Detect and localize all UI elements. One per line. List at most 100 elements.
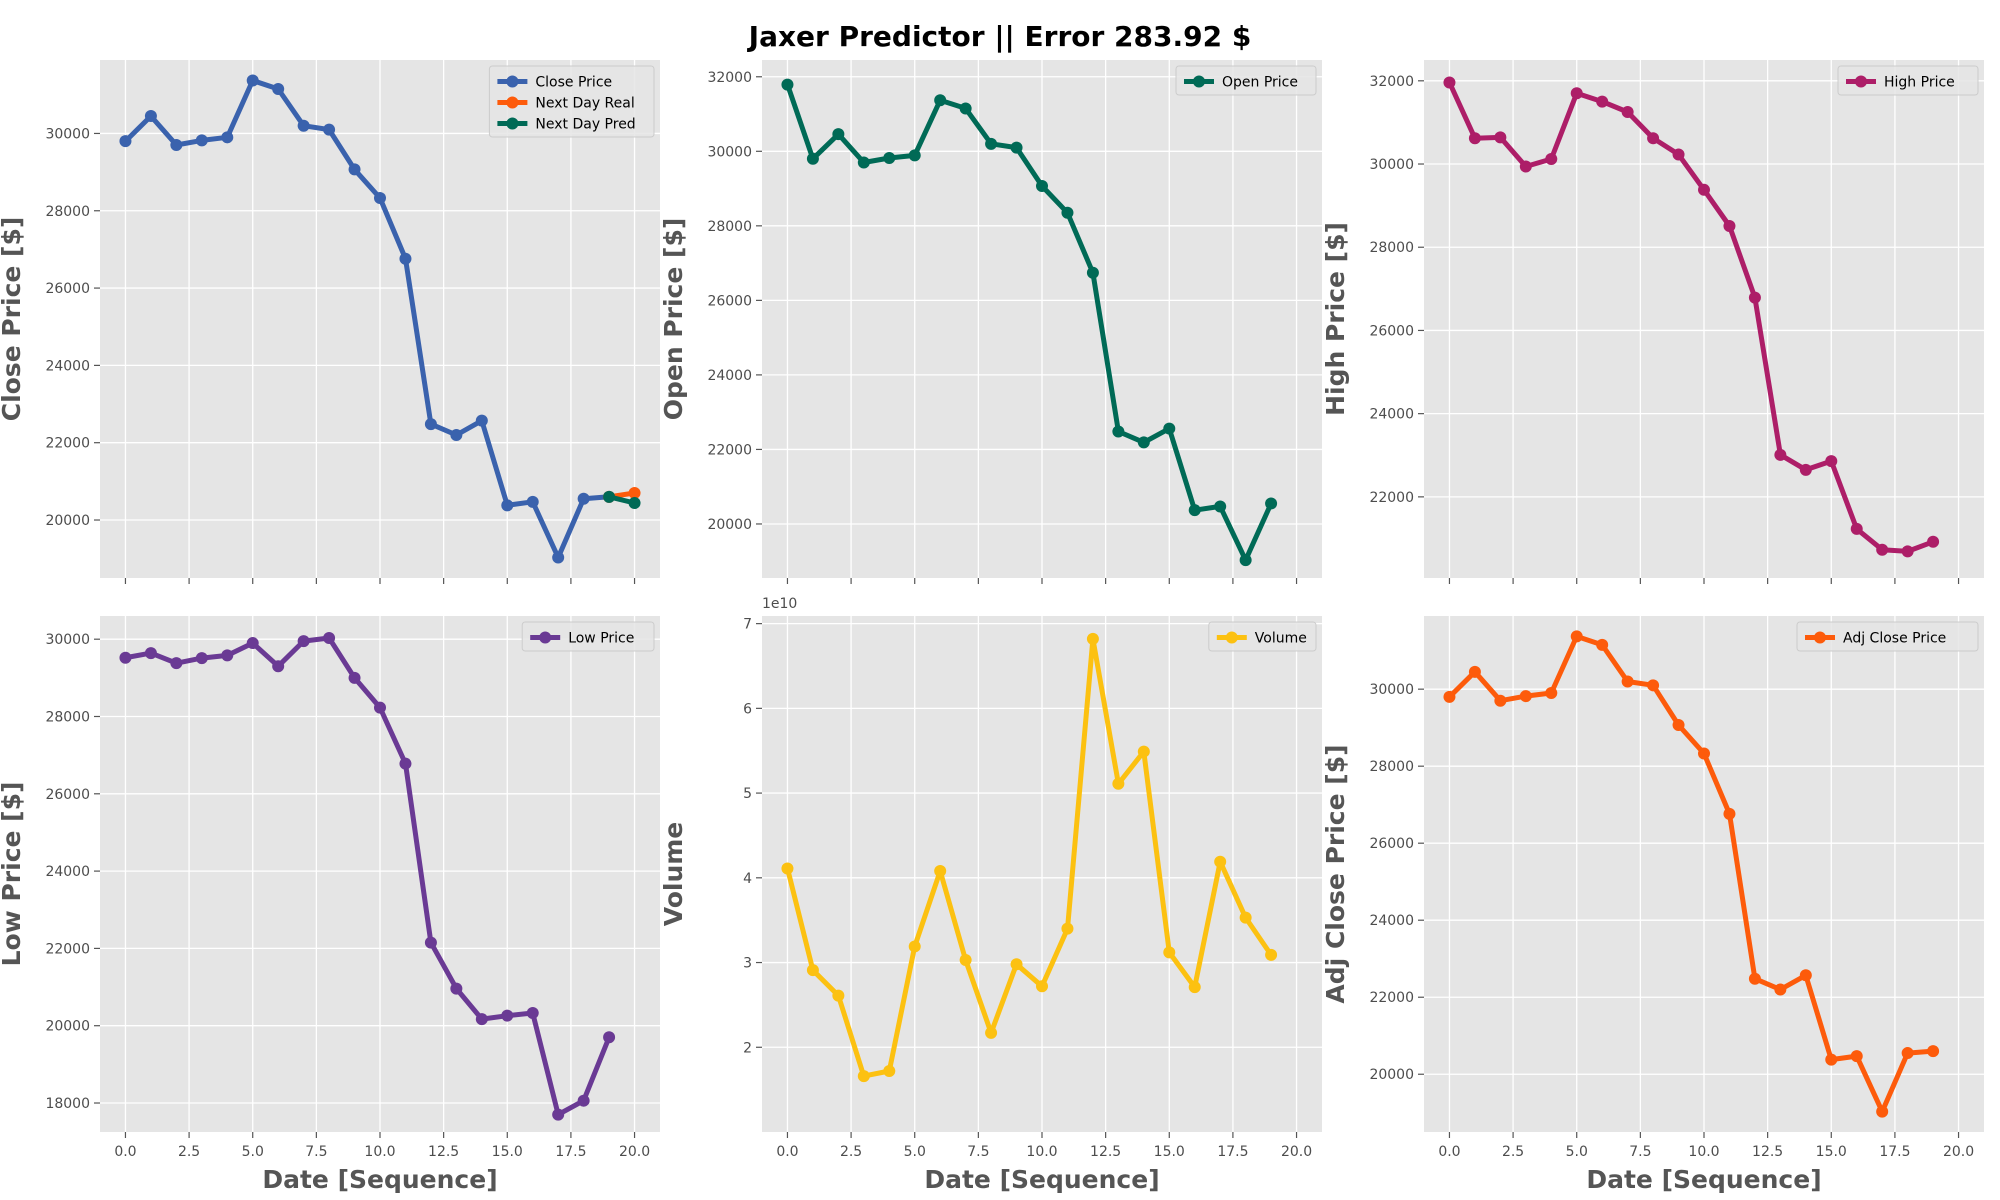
gridlines xyxy=(1424,616,1984,1132)
data-point xyxy=(1647,679,1660,692)
data-point xyxy=(959,102,972,115)
data-point xyxy=(1647,132,1660,145)
legend-label: Close Price xyxy=(535,75,612,91)
data-point xyxy=(1545,153,1558,166)
y-tick-label: 28000 xyxy=(45,204,90,220)
legend: Close Price Next Day Real Next Day Pred xyxy=(488,65,655,138)
data-point xyxy=(628,486,641,499)
series-next-day-pred xyxy=(603,490,641,510)
legend-item: Adj Close Price xyxy=(1805,631,1946,647)
legend-label: Low Price xyxy=(568,631,634,647)
legend-label: Adj Close Price xyxy=(1843,631,1946,647)
subplot-1: 20000 22000 24000 26000 28000 30000 Close Pric… xyxy=(0,60,660,584)
data-point xyxy=(552,1108,565,1121)
legend-swatch-marker xyxy=(1814,631,1826,644)
data-point xyxy=(374,701,386,714)
x-tick-label: 10.0 xyxy=(1026,1144,1057,1160)
data-point xyxy=(501,499,514,512)
data-point xyxy=(1723,807,1736,820)
data-point xyxy=(1876,543,1889,556)
data-point xyxy=(577,1094,590,1107)
data-point xyxy=(1112,777,1125,790)
data-point xyxy=(1927,1045,1940,1058)
data-point xyxy=(959,954,972,966)
legend-item: High Price xyxy=(1846,75,1955,91)
series-adj-close-price xyxy=(1443,630,1940,1118)
y-tick-label: 24000 xyxy=(45,358,90,374)
series-low-price xyxy=(119,632,616,1121)
x-tick-label: 12.5 xyxy=(1752,1144,1783,1160)
data-point xyxy=(1876,1105,1889,1118)
data-point xyxy=(399,757,412,770)
data-point xyxy=(806,964,819,977)
data-point xyxy=(348,671,361,684)
y-tick-label: 28000 xyxy=(1369,240,1414,256)
data-point xyxy=(348,163,361,176)
data-point xyxy=(526,1006,539,1019)
y-tick-label: 24000 xyxy=(707,368,752,384)
data-point xyxy=(883,152,896,165)
data-point xyxy=(883,1064,896,1077)
data-point xyxy=(297,635,310,648)
data-point xyxy=(908,149,921,162)
data-point xyxy=(501,1009,514,1022)
x-tick-label: 0.0 xyxy=(114,1144,136,1160)
y-tick-label: 24000 xyxy=(45,864,90,880)
x-tick-label: 17.5 xyxy=(1879,1144,1910,1160)
data-point xyxy=(119,651,132,664)
data-point xyxy=(424,936,437,949)
legend-item: Next Day Real xyxy=(497,96,635,112)
data-point xyxy=(246,637,259,650)
data-point xyxy=(577,492,590,505)
y-tick-label: 28000 xyxy=(707,219,752,235)
y-tick-label: 28000 xyxy=(1369,759,1414,775)
legend-label: High Price xyxy=(1884,75,1955,91)
data-point xyxy=(1799,969,1812,982)
y-tick-label: 26000 xyxy=(1369,323,1414,339)
data-point xyxy=(1086,632,1099,645)
data-point xyxy=(195,652,208,665)
y-axis-label: Adj Close Price [$] xyxy=(1321,744,1350,1003)
data-point xyxy=(1112,425,1125,438)
legend-swatch-marker xyxy=(506,75,519,88)
legend: Low Price xyxy=(521,621,655,652)
data-point xyxy=(195,134,208,147)
legend: Open Price xyxy=(1175,65,1317,96)
data-point xyxy=(1061,922,1074,935)
y-tick-label: 30000 xyxy=(1369,682,1414,698)
x-tick-label: 10.0 xyxy=(1688,1144,1719,1160)
data-point xyxy=(1698,747,1710,760)
x-axis-label: Date [Sequence] xyxy=(924,1165,1159,1194)
x-tick-label: 20.0 xyxy=(619,1144,650,1160)
y-tick-label: 20000 xyxy=(45,513,90,529)
y-tick-label: 22000 xyxy=(707,442,752,458)
legend-frame xyxy=(1796,621,1979,652)
data-point xyxy=(1570,87,1583,100)
data-point xyxy=(1265,948,1278,961)
y-tick-label: 3 xyxy=(743,956,752,972)
x-tick-label: 7.5 xyxy=(1629,1144,1651,1160)
x-axis-label: Date [Sequence] xyxy=(1586,1165,1821,1194)
legend-swatch-marker xyxy=(1193,75,1205,88)
data-point xyxy=(1596,638,1609,651)
y-tick-label: 20000 xyxy=(1369,1067,1414,1083)
data-point xyxy=(1850,522,1863,535)
series-close-price xyxy=(119,74,616,564)
subplot-5: 0.0 2.5 5.0 7.5 10.0 12.5 15.0 17.5 20.0 2 3 4 5 6 7 1e… xyxy=(659,596,1322,1194)
data-point xyxy=(1596,95,1609,108)
data-point xyxy=(1621,675,1634,688)
x-axis-label: Date [Sequence] xyxy=(262,1165,497,1194)
legend-item: Volume xyxy=(1216,631,1307,647)
y-tick-label: 28000 xyxy=(45,709,90,725)
y-tick-label: 5 xyxy=(743,786,752,802)
data-point xyxy=(857,1070,870,1083)
y-tick-label: 26000 xyxy=(1369,836,1414,852)
data-point xyxy=(272,82,285,95)
subplot-6: 0.0 2.5 5.0 7.5 10.0 12.5 15.0 17.5 20.0 20000 220… xyxy=(1321,616,1984,1194)
data-point xyxy=(170,139,183,152)
x-tick-label: 7.5 xyxy=(967,1144,989,1160)
data-point xyxy=(323,123,336,136)
data-point xyxy=(399,252,412,265)
y-tick-label: 22000 xyxy=(1369,490,1414,506)
y-tick-label: 20000 xyxy=(707,517,752,533)
